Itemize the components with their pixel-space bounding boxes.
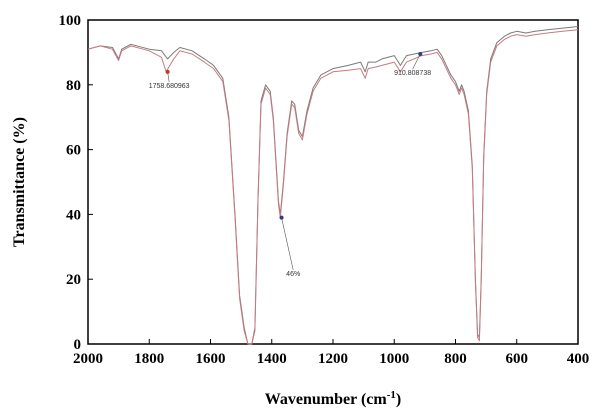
y-tick-label: 80 (66, 78, 81, 94)
x-axis-title-superscript: -1 (387, 389, 396, 401)
annotation-leader (281, 217, 294, 271)
annotation-label: 1758.680963 (149, 83, 190, 90)
x-tick-label: 800 (444, 351, 467, 367)
y-tick-label: 40 (66, 207, 81, 223)
y-tick-label: 100 (59, 13, 82, 29)
annotation-layer: 1758.680963 46% 910.808738 (149, 52, 431, 278)
x-tick-label: 1800 (134, 351, 164, 367)
annotation-label: 910.808738 (394, 70, 431, 77)
x-axis-title: Wavenumber (cm-1) (265, 389, 401, 408)
annotation-leader (412, 53, 421, 70)
x-tick-label: 1200 (318, 351, 348, 367)
x-axis-title-close: ) (396, 391, 401, 408)
annotation-marker (418, 52, 423, 57)
x-tick-label: 2000 (73, 351, 103, 367)
x-tick-label: 1000 (379, 351, 409, 367)
series-line-2 (87, 29, 579, 345)
x-tick-label: 400 (567, 351, 590, 367)
x-tick-label: 1400 (257, 351, 287, 367)
x-tick-label: 600 (506, 351, 529, 367)
y-tick-label: 60 (66, 143, 81, 159)
annotation-marker (279, 215, 284, 220)
series-layer (87, 26, 579, 345)
y-axis-title: Transmittance (%) (11, 117, 28, 247)
annotation-marker (165, 69, 170, 74)
y-tick-label: 20 (66, 272, 81, 288)
series-line-1 (87, 26, 579, 345)
axis-ticks: 2000 1800 1600 1400 1200 1000 800 600 400 0 20 40 60… (59, 13, 590, 367)
x-tick-label: 1600 (196, 351, 226, 367)
y-tick-label: 0 (74, 337, 82, 353)
x-axis-title-base: Wavenumber (cm (265, 391, 388, 408)
annotation-label: 46% (286, 271, 300, 278)
